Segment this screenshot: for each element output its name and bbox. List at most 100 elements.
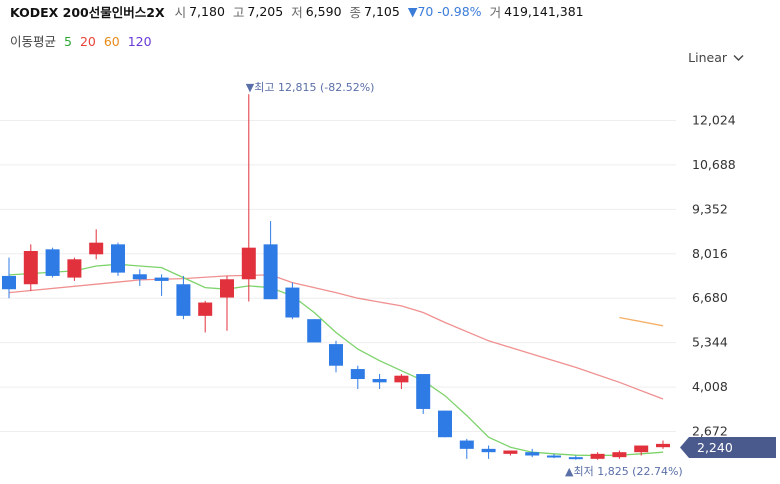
- ma60-line: [619, 316, 664, 327]
- candle-body: [547, 455, 561, 458]
- candle-body: [2, 275, 16, 290]
- candle-body: [67, 259, 82, 278]
- candle[interactable]: [350, 365, 365, 390]
- candle[interactable]: [241, 94, 256, 302]
- ma-period-5[interactable]: 5: [64, 34, 72, 49]
- high-label: 고: [232, 4, 245, 20]
- quote-header: KODEX 200선물인버스2X 시 7,180 고 7,205 저 6,590…: [10, 2, 592, 20]
- candle-body: [503, 450, 518, 454]
- candle-body: [590, 453, 605, 459]
- candle[interactable]: [416, 374, 431, 414]
- high-value: 7,205: [247, 3, 284, 19]
- candle-body: [481, 448, 496, 453]
- candle-body: [263, 244, 278, 300]
- candle[interactable]: [89, 229, 104, 260]
- candle[interactable]: [612, 450, 627, 459]
- candle[interactable]: [459, 438, 474, 459]
- y-tick-label: 12,024: [692, 113, 736, 128]
- scale-selector[interactable]: Linear: [688, 50, 744, 65]
- chevron-down-icon: [733, 54, 744, 61]
- candle-body: [416, 374, 431, 409]
- candle[interactable]: [634, 445, 649, 456]
- candles: [2, 94, 670, 460]
- candle[interactable]: [503, 450, 518, 456]
- candle-body: [459, 440, 474, 449]
- open-value: 7,180: [189, 3, 225, 19]
- candle[interactable]: [285, 282, 300, 320]
- candle-body: [350, 369, 365, 380]
- candle-body: [241, 247, 256, 280]
- candle-body: [656, 443, 670, 448]
- candle[interactable]: [67, 257, 82, 281]
- ma5-line: [8, 263, 664, 457]
- candle[interactable]: [198, 300, 213, 333]
- y-tick-label: 8,016: [692, 246, 728, 261]
- candle[interactable]: [525, 448, 540, 458]
- candle[interactable]: [154, 274, 169, 296]
- moving-average-label: 이동평균: [10, 34, 57, 49]
- volume-value: 419,141,381: [504, 3, 584, 19]
- candle-body: [568, 457, 583, 460]
- candle[interactable]: [329, 340, 343, 373]
- candle-body: [438, 410, 452, 438]
- candle[interactable]: [132, 269, 147, 286]
- candle[interactable]: [220, 275, 234, 331]
- low-annotation: ▲최저 1,825 (22.74%): [565, 465, 683, 478]
- candle-body: [525, 452, 540, 456]
- candle-body: [372, 379, 387, 383]
- candle[interactable]: [307, 319, 322, 343]
- candle-body: [394, 375, 409, 383]
- ma-period-120[interactable]: 120: [127, 34, 152, 49]
- last-price-value: 2,240: [697, 440, 733, 455]
- ma20-line: [8, 274, 664, 400]
- candle-body: [220, 279, 234, 298]
- candle-body: [45, 249, 60, 276]
- candle-body: [154, 277, 169, 281]
- moving-average-lines: [8, 263, 664, 457]
- open-label: 시: [174, 4, 187, 20]
- ma-period-20[interactable]: 20: [79, 34, 96, 49]
- y-tick-label: 10,688: [692, 157, 736, 172]
- candle[interactable]: [481, 445, 496, 459]
- candle[interactable]: [568, 455, 583, 460]
- candle[interactable]: [23, 244, 38, 291]
- y-tick-label: 2,672: [692, 424, 728, 439]
- candle-body: [634, 445, 649, 453]
- candle[interactable]: [656, 440, 670, 449]
- candle-body: [307, 319, 322, 343]
- y-tick-label: 6,680: [692, 290, 728, 305]
- candle-body: [23, 250, 38, 285]
- last-price-badge: 2,240: [680, 437, 776, 458]
- candle-body: [176, 284, 191, 316]
- y-axis-ticks: 12,024 10,688 9,352 8,016 6,680 5,344 4,008 2,6…: [692, 113, 736, 439]
- candle[interactable]: [438, 410, 452, 438]
- volume-label: 거: [489, 4, 502, 20]
- candle[interactable]: [45, 247, 60, 278]
- low-value: 6,590: [305, 3, 342, 19]
- candle-body: [132, 274, 147, 280]
- stock-name: KODEX 200선물인버스2X: [10, 4, 165, 20]
- candle[interactable]: [263, 221, 278, 300]
- candle[interactable]: [372, 374, 387, 390]
- y-tick-label: 4,008: [692, 379, 728, 394]
- low-label: 저: [291, 4, 303, 20]
- candle-body: [612, 452, 627, 458]
- candle[interactable]: [2, 257, 16, 299]
- candle-body: [89, 242, 104, 255]
- candle[interactable]: [547, 453, 561, 459]
- candle[interactable]: [394, 374, 409, 390]
- candle[interactable]: [590, 452, 605, 460]
- candle-body: [198, 302, 213, 316]
- y-tick-label: 9,352: [692, 201, 728, 216]
- candle[interactable]: [111, 242, 125, 276]
- grid-lines: [0, 120, 676, 432]
- change-value: ▼70 -0.98%: [407, 3, 482, 19]
- close-label: 종: [349, 4, 362, 20]
- close-value: 7,105: [364, 3, 400, 19]
- scale-selector-label: Linear: [688, 50, 727, 65]
- ma-period-60[interactable]: 60: [103, 34, 120, 49]
- candle[interactable]: [176, 275, 191, 320]
- candle-body: [111, 244, 125, 273]
